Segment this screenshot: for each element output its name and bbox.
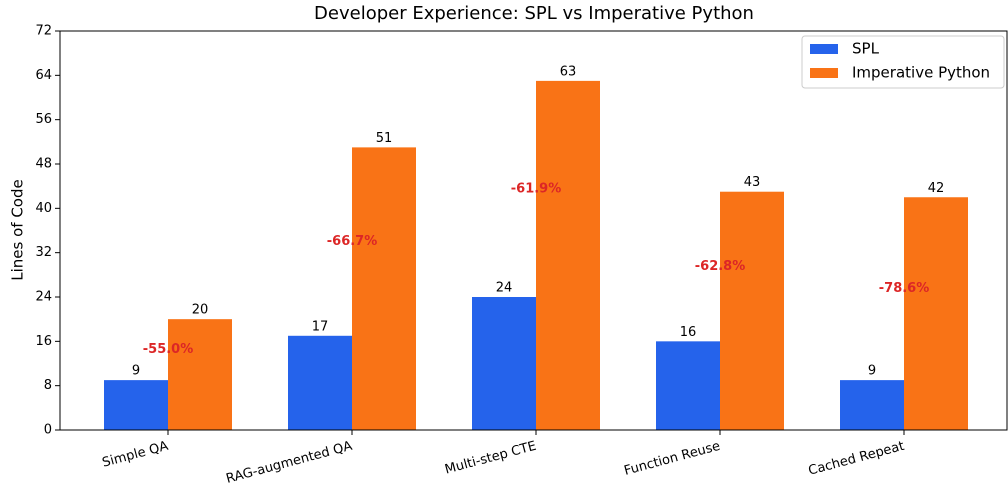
- annotation: -78.6%: [879, 281, 930, 296]
- y-tick-label: 72: [35, 24, 52, 39]
- bar-value-label: 9: [868, 364, 876, 379]
- x-tick-label: Multi-step CTE: [443, 439, 538, 478]
- bar: [840, 380, 904, 430]
- y-tick-label: 8: [44, 378, 52, 393]
- chart-title: Developer Experience: SPL vs Imperative …: [314, 3, 754, 24]
- legend-label: Imperative Python: [852, 64, 990, 82]
- legend-swatch: [810, 44, 838, 54]
- bar-value-label: 17: [312, 319, 329, 334]
- bar-value-label: 51: [376, 131, 393, 146]
- y-tick-label: 56: [35, 112, 52, 127]
- y-tick-label: 24: [35, 290, 52, 305]
- y-tick-label: 40: [35, 201, 52, 216]
- y-tick-label: 64: [35, 68, 52, 83]
- bar: [472, 297, 536, 430]
- x-tick-label: RAG-augmented QA: [225, 439, 354, 487]
- annotation: -55.0%: [143, 342, 194, 357]
- bar: [656, 341, 720, 430]
- bar: [352, 147, 416, 430]
- bar-value-label: 43: [744, 175, 761, 190]
- annotation: -62.8%: [695, 259, 746, 274]
- bar: [168, 319, 232, 430]
- x-tick-label: Cached Repeat: [807, 439, 906, 479]
- annotation: -66.7%: [327, 234, 378, 249]
- legend-box: [801, 35, 1005, 89]
- plot-frame: [59, 30, 1008, 431]
- annotation: -61.9%: [511, 181, 562, 196]
- bar: [720, 191, 784, 430]
- y-axis-label: Lines of Code: [9, 179, 27, 280]
- bar-value-label: 24: [496, 281, 513, 296]
- y-tick-label: 48: [35, 157, 52, 172]
- bar-value-label: 16: [680, 325, 697, 340]
- y-tick-label: 32: [35, 245, 52, 260]
- x-tick-label: Function Reuse: [623, 439, 722, 479]
- bar-value-label: 20: [192, 303, 209, 318]
- bar: [288, 335, 352, 430]
- bar: [904, 197, 968, 430]
- x-tick-label: Simple QA: [101, 439, 170, 471]
- y-tick-label: 0: [44, 423, 52, 438]
- legend: SPL Imperative Python: [801, 35, 1005, 89]
- bar: [104, 380, 168, 430]
- bar-value-label: 42: [928, 181, 945, 196]
- legend-swatch: [810, 68, 838, 78]
- y-tick-label: 16: [35, 334, 52, 349]
- bar-value-label: 9: [132, 364, 140, 379]
- bar-value-label: 63: [560, 64, 577, 79]
- bar: [536, 80, 600, 430]
- legend-label: SPL: [852, 40, 880, 58]
